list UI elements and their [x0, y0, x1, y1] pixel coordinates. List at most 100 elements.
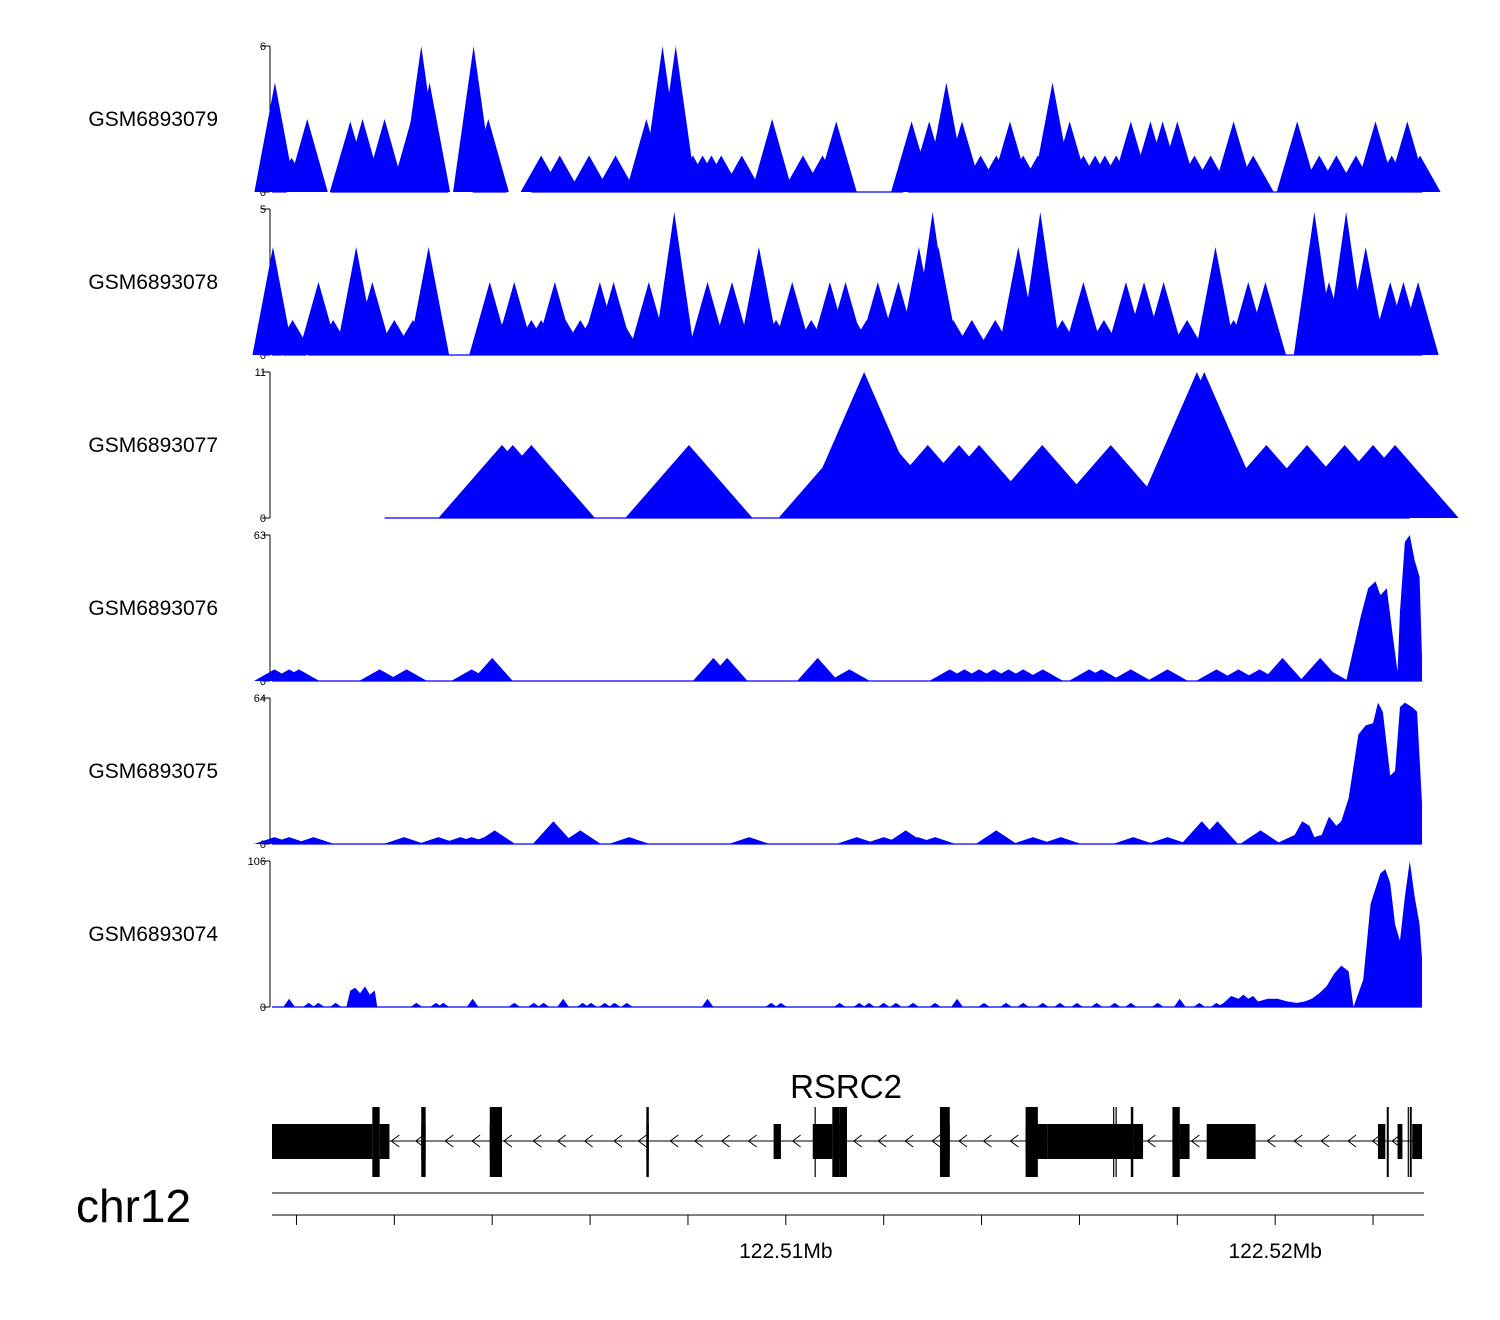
signal-bump [1090, 1002, 1103, 1007]
signal-peak [467, 445, 595, 518]
track-GSM6893077: GSM6893077 11 0 [88, 367, 1459, 525]
track-GSM6893079: GSM6893079 6 0 [88, 41, 1441, 199]
signal-peak [706, 657, 748, 681]
signal-bump [701, 998, 714, 1007]
signal-peak [1019, 211, 1061, 355]
signal-peak [409, 82, 451, 192]
chromosome-label: chr12 [76, 1180, 191, 1232]
strand-arrow [1266, 1134, 1276, 1148]
signal-bump [527, 1002, 540, 1007]
y-axis-max-label: 6 [260, 41, 266, 53]
signal-peak [1239, 830, 1282, 844]
exon [1179, 1124, 1190, 1159]
signal-bump [1173, 998, 1186, 1007]
signal-peak [1331, 445, 1459, 518]
signal-bump [1151, 1002, 1164, 1007]
strand-arrow [444, 1134, 454, 1148]
signal-area [1346, 535, 1422, 681]
exon [1206, 1124, 1256, 1159]
track-GSM6893075: GSM6893075 64 0 [88, 693, 1422, 851]
signal-peak [467, 119, 509, 192]
signal-bump [410, 1002, 423, 1007]
signal-peak [1040, 837, 1082, 844]
exon [1047, 1124, 1134, 1159]
signal-bump [620, 1002, 633, 1007]
gene-model-track: RSRC2 [272, 1068, 1422, 1177]
signal-bump [951, 998, 963, 1007]
exon [1412, 1124, 1422, 1159]
signal-peak [828, 669, 870, 681]
signal-bump [833, 1002, 846, 1007]
signal-bump [598, 1002, 611, 1007]
signal-bump [466, 998, 479, 1007]
strand-arrow [852, 1134, 863, 1148]
signal-bump [608, 1002, 621, 1007]
strand-arrow [747, 1134, 757, 1148]
strand-arrow [637, 1134, 647, 1148]
axis-tick-label: 122.51Mb [739, 1240, 832, 1263]
exon [379, 1124, 390, 1159]
y-axis-min-label: 0 [260, 187, 266, 199]
strand-arrow [532, 1134, 542, 1148]
exon-utr-boundary [1172, 1107, 1180, 1177]
signal-bump [1108, 1002, 1121, 1007]
y-axis-min-label: 0 [260, 350, 266, 362]
track-label: GSM6893074 [88, 923, 218, 946]
signal-peak [252, 246, 294, 355]
exon [272, 1124, 373, 1159]
signal-bump [312, 1002, 325, 1007]
track-label: GSM6893076 [88, 597, 218, 620]
strand-arrow [556, 1134, 567, 1148]
signal-tracks: GSM689307960GSM689307850GSM6893077110GSM… [88, 41, 1459, 1014]
exon-utr-boundary [839, 1107, 847, 1177]
signal-peak [1062, 282, 1104, 355]
strand-arrow [1146, 1134, 1156, 1148]
signal-peak [1112, 837, 1154, 844]
signal-bump [283, 998, 295, 1007]
signal-bump [1000, 1002, 1012, 1007]
signal-peak [559, 830, 601, 844]
signal-bump [978, 1002, 990, 1007]
signal-bump [508, 1002, 521, 1007]
signal-peak [1244, 282, 1286, 355]
signal-peak [254, 82, 296, 192]
exon [773, 1124, 781, 1159]
exon-utr-boundary [832, 1107, 840, 1177]
exon-utr-boundary [1025, 1107, 1038, 1177]
signal-bump [437, 1002, 450, 1007]
signal-peak [721, 155, 763, 192]
track-label: GSM6893079 [88, 108, 218, 131]
axis-tick-label: 122.52Mb [1228, 1240, 1321, 1263]
strand-arrow [503, 1134, 513, 1148]
exon-utr-boundary [421, 1107, 426, 1177]
strand-arrow [583, 1134, 593, 1148]
signal-peak [655, 46, 697, 192]
track-GSM6893074: GSM6893074 106 0 [88, 856, 1422, 1014]
signal-peak [1012, 837, 1054, 844]
exon [1377, 1124, 1386, 1159]
y-axis-max-label: 63 [254, 530, 266, 542]
signal-bump [907, 1002, 919, 1007]
signal-peak [1261, 657, 1304, 681]
exon [1035, 1124, 1048, 1159]
signal-peak [594, 155, 637, 192]
y-axis-min-label: 0 [260, 513, 266, 525]
signal-area [1216, 861, 1422, 1007]
strand-arrow [1009, 1134, 1019, 1148]
signal-peak [1146, 837, 1189, 844]
signal-peak [1110, 669, 1152, 681]
signal-peak [364, 119, 406, 192]
signal-bump [576, 1002, 589, 1007]
strand-arrow [693, 1134, 704, 1148]
signal-peak [738, 246, 780, 355]
signal-peak [1276, 121, 1318, 192]
signal-peak [286, 119, 328, 192]
y-axis-max-label: 5 [260, 204, 266, 216]
y-axis-max-label: 11 [255, 367, 266, 379]
signal-bump [877, 1002, 890, 1007]
signal-peak [653, 211, 695, 355]
signal-bump [765, 1002, 778, 1007]
strand-arrow [1347, 1134, 1357, 1148]
signal-peak [1232, 155, 1274, 192]
signal-peak [359, 669, 401, 681]
